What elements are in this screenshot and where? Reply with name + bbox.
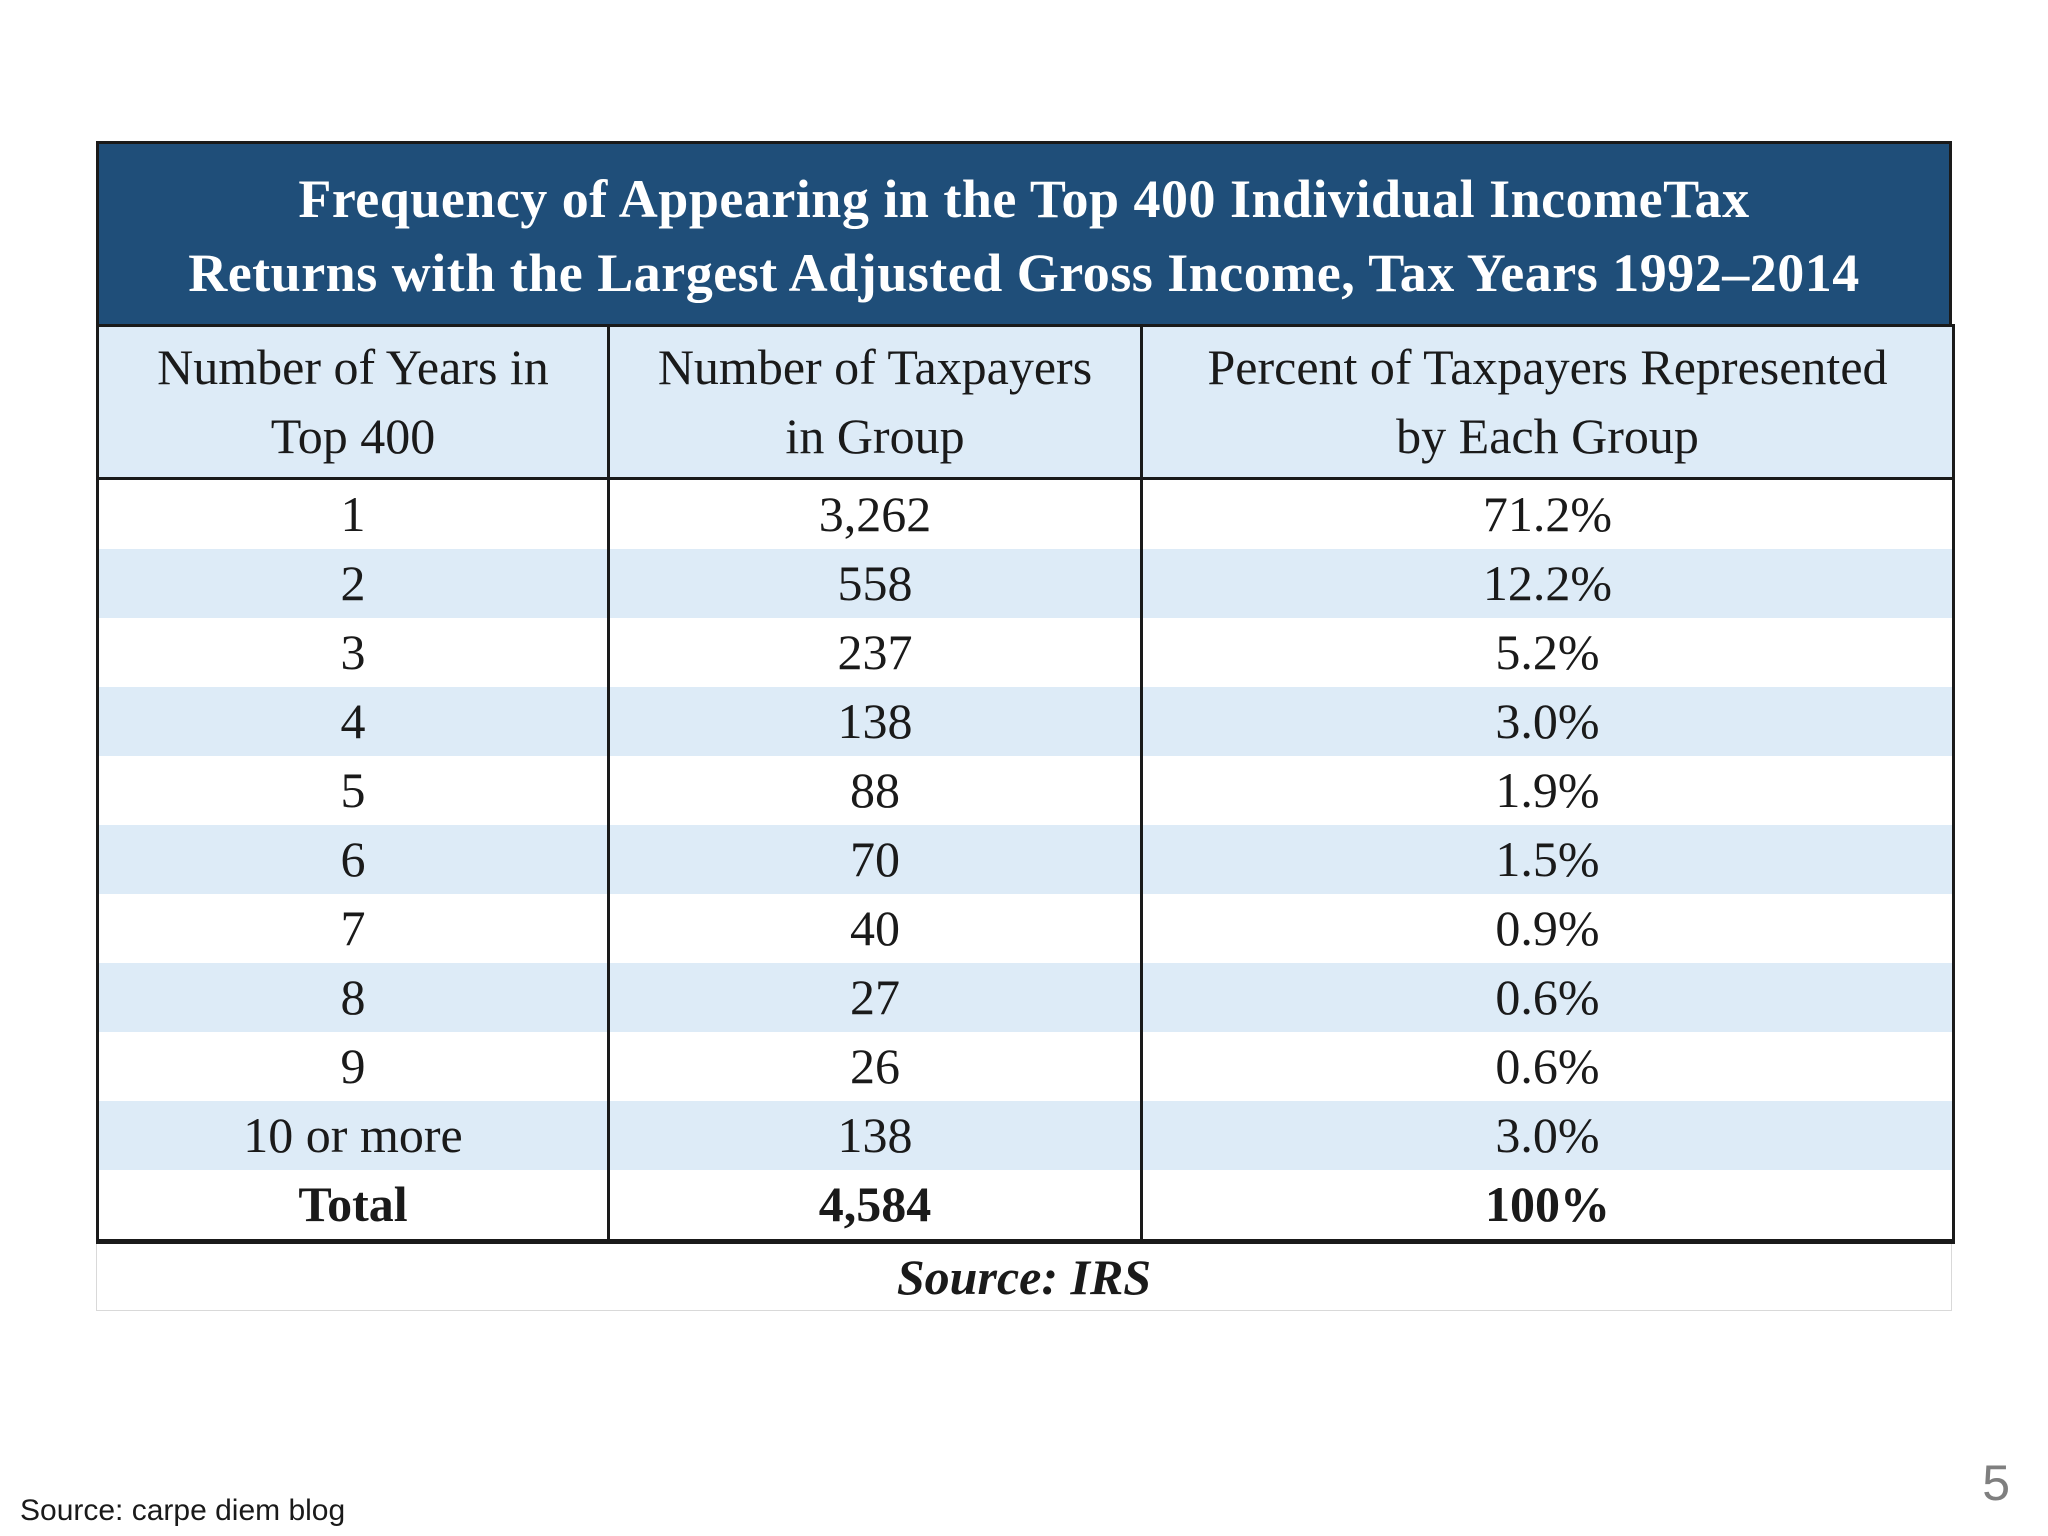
- column-header-percent-line-2: by Each Group: [1396, 408, 1699, 464]
- cell-percent: 3.0%: [1141, 687, 1955, 756]
- cell-years: 6: [96, 825, 610, 894]
- table-row: 6 70 1.5%: [96, 825, 1955, 894]
- cell-percent: 0.6%: [1141, 963, 1955, 1032]
- table-row: 9 26 0.6%: [96, 1032, 1955, 1101]
- cell-taxpayers: 27: [608, 963, 1143, 1032]
- cell-taxpayers: 40: [608, 894, 1143, 963]
- table-row: 1 3,262 71.2%: [96, 478, 1955, 549]
- cell-years: 2: [96, 549, 610, 618]
- table-row: 10 or more 138 3.0%: [96, 1101, 1955, 1170]
- cell-percent: 0.9%: [1141, 894, 1955, 963]
- cell-percent: 71.2%: [1141, 478, 1955, 549]
- cell-percent: 3.0%: [1141, 1101, 1955, 1170]
- column-header-years-line-1: Number of Years in: [157, 339, 549, 395]
- data-table: Number of Years in Top 400 Number of Tax…: [96, 324, 1955, 1244]
- table-source: Source: IRS: [96, 1244, 1952, 1311]
- cell-percent: 1.5%: [1141, 825, 1955, 894]
- cell-years: 7: [96, 894, 610, 963]
- cell-total-taxpayers: 4,584: [608, 1170, 1143, 1244]
- column-header-taxpayers: Number of Taxpayers in Group: [607, 324, 1143, 480]
- cell-total-percent: 100%: [1141, 1170, 1955, 1244]
- table-title: Frequency of Appearing in the Top 400 In…: [96, 141, 1952, 324]
- table-row: 2 558 12.2%: [96, 549, 1955, 618]
- cell-percent: 1.9%: [1141, 756, 1955, 825]
- column-header-percent: Percent of Taxpayers Represented by Each…: [1140, 324, 1955, 480]
- cell-taxpayers: 3,262: [608, 478, 1143, 549]
- table-body: 1 3,262 71.2% 2 558 12.2% 3 237 5.2% 4 1…: [96, 478, 1955, 1244]
- cell-taxpayers: 138: [608, 687, 1143, 756]
- table-row: 3 237 5.2%: [96, 618, 1955, 687]
- cell-taxpayers: 88: [608, 756, 1143, 825]
- table-title-line-1: Frequency of Appearing in the Top 400 In…: [298, 169, 1750, 229]
- footer-source: Source: carpe diem blog: [20, 1494, 346, 1527]
- cell-taxpayers: 70: [608, 825, 1143, 894]
- cell-years: 5: [96, 756, 610, 825]
- cell-percent: 0.6%: [1141, 1032, 1955, 1101]
- column-header-years-line-2: Top 400: [270, 408, 436, 464]
- table-header-row: Number of Years in Top 400 Number of Tax…: [96, 324, 1955, 480]
- cell-taxpayers: 138: [608, 1101, 1143, 1170]
- table-total-row: Total 4,584 100%: [96, 1170, 1955, 1244]
- cell-years: 10 or more: [96, 1101, 610, 1170]
- cell-taxpayers: 26: [608, 1032, 1143, 1101]
- table-row: 7 40 0.9%: [96, 894, 1955, 963]
- column-header-taxpayers-line-2: in Group: [785, 408, 965, 464]
- cell-years: 1: [96, 478, 610, 549]
- page-number: 5: [1982, 1455, 2010, 1511]
- cell-percent: 12.2%: [1141, 549, 1955, 618]
- cell-years: 4: [96, 687, 610, 756]
- cell-total-label: Total: [96, 1170, 610, 1244]
- table-title-line-2: Returns with the Largest Adjusted Gross …: [188, 243, 1860, 303]
- cell-taxpayers: 237: [608, 618, 1143, 687]
- cell-years: 9: [96, 1032, 610, 1101]
- table-row: 5 88 1.9%: [96, 756, 1955, 825]
- cell-years: 3: [96, 618, 610, 687]
- data-table-container: Frequency of Appearing in the Top 400 In…: [96, 141, 1955, 1311]
- table-row: 4 138 3.0%: [96, 687, 1955, 756]
- column-header-percent-line-1: Percent of Taxpayers Represented: [1207, 339, 1888, 395]
- cell-percent: 5.2%: [1141, 618, 1955, 687]
- cell-taxpayers: 558: [608, 549, 1143, 618]
- table-row: 8 27 0.6%: [96, 963, 1955, 1032]
- cell-years: 8: [96, 963, 610, 1032]
- column-header-years: Number of Years in Top 400: [96, 324, 610, 480]
- column-header-taxpayers-line-1: Number of Taxpayers: [657, 339, 1093, 395]
